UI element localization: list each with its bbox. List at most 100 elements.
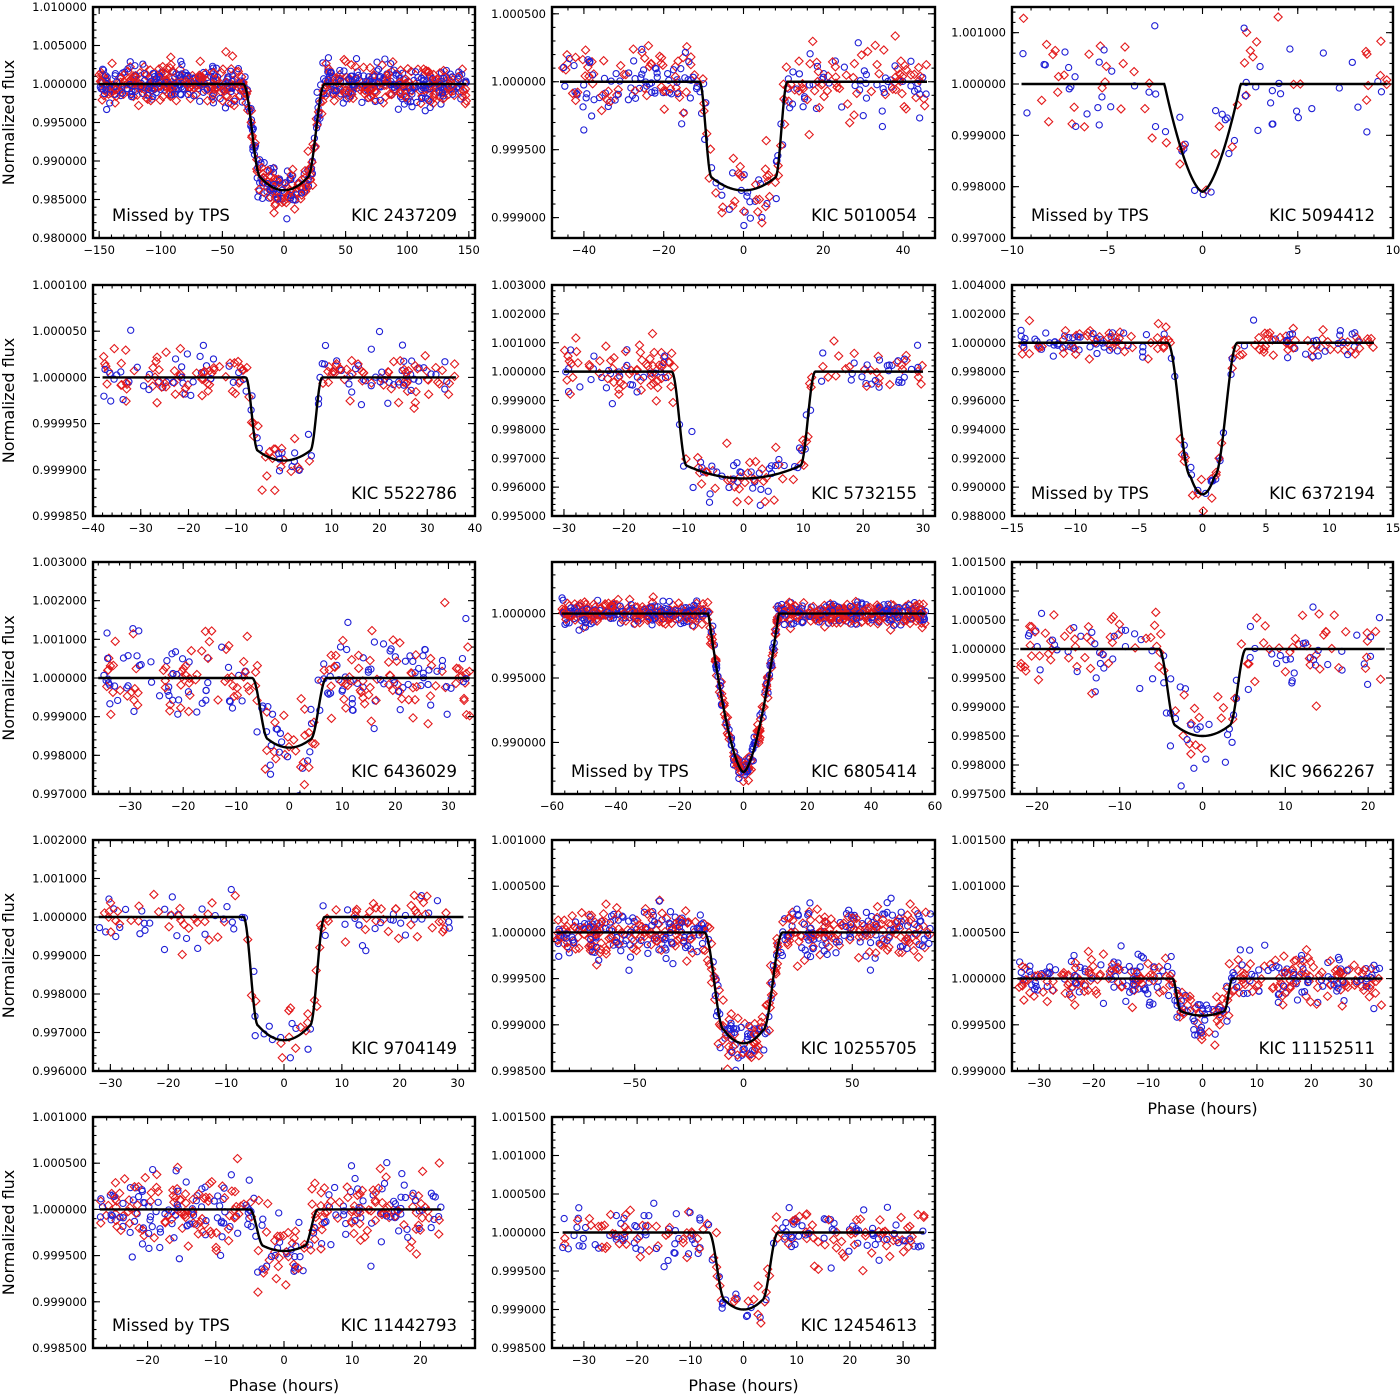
data-point-odd [1072, 661, 1082, 672]
data-point-even [174, 696, 183, 704]
data-point-even [633, 388, 641, 396]
data-point-even [201, 930, 209, 938]
data-point-odd [460, 90, 471, 101]
data-point-even [616, 602, 624, 610]
data-point-odd [646, 371, 657, 382]
data-point-odd [1048, 985, 1059, 996]
data-point-odd [896, 56, 906, 66]
data-point-odd [905, 899, 916, 909]
data-point-odd [1126, 966, 1137, 977]
data-point-odd [921, 59, 932, 70]
data-point-even [1308, 104, 1316, 113]
data-point-even [580, 919, 589, 928]
data-point-even [614, 90, 622, 99]
data-point-odd [257, 485, 267, 495]
data-points [559, 328, 928, 509]
data-point-even [810, 935, 818, 943]
data-point-odd [393, 933, 404, 944]
data-point-odd [1376, 36, 1386, 47]
data-point-odd [232, 82, 243, 93]
data-point-odd [417, 1213, 428, 1223]
data-point-odd [172, 1162, 183, 1173]
data-point-even [638, 70, 646, 78]
data-point-odd [584, 359, 595, 370]
data-point-even [638, 45, 646, 54]
data-point-odd [457, 90, 467, 101]
data-point-odd [346, 1218, 357, 1228]
data-point-odd [770, 442, 781, 453]
data-point-odd [402, 386, 413, 397]
data-point-even [1100, 46, 1108, 54]
data-point-odd [1048, 49, 1058, 60]
data-point-even [376, 96, 384, 105]
data-point-odd [461, 709, 472, 720]
data-point-even [1122, 997, 1130, 1006]
data-point-odd [765, 1002, 776, 1013]
data-point-odd [717, 202, 728, 213]
data-point-even [348, 388, 356, 396]
data-point-odd [721, 1029, 732, 1040]
data-point-odd [1158, 343, 1169, 353]
data-point-odd [1140, 103, 1150, 114]
data-point-odd [218, 64, 228, 75]
data-point-odd [371, 87, 382, 97]
data-point-odd [866, 86, 877, 97]
data-point-odd [212, 83, 222, 93]
data-point-even [1194, 1000, 1202, 1009]
data-point-odd [417, 1166, 428, 1177]
data-point-even [1162, 709, 1171, 717]
data-point-odd [303, 727, 314, 738]
data-point-even [100, 89, 109, 98]
data-point-even [1238, 961, 1246, 969]
data-point-odd [346, 1216, 357, 1227]
data-point-odd [589, 611, 599, 622]
data-point-odd [624, 594, 635, 605]
data-point-odd [1252, 981, 1263, 991]
data-point-odd [808, 601, 819, 612]
data-point-even [273, 725, 282, 734]
y-axis-title: Normalized flux [0, 893, 18, 1019]
data-point-even [107, 1216, 115, 1224]
data-point-odd [654, 616, 665, 627]
data-point-odd [430, 89, 441, 99]
data-point-odd [1376, 1000, 1387, 1010]
data-point-even [193, 708, 201, 716]
data-point-odd [278, 710, 289, 721]
data-point-odd [1066, 982, 1077, 993]
data-point-odd [303, 146, 314, 157]
data-point-even [150, 72, 159, 81]
data-point-even [417, 81, 426, 90]
data-point-even [1043, 982, 1051, 991]
data-point-odd [232, 690, 243, 701]
data-point-odd [381, 1172, 391, 1182]
data-point-odd [412, 931, 423, 942]
data-point-odd [209, 84, 219, 95]
data-point-odd [890, 31, 901, 41]
data-point-odd [238, 656, 249, 667]
data-point-odd [570, 52, 581, 63]
data-point-even [1309, 337, 1318, 345]
data-point-odd [1314, 664, 1325, 674]
x-tick-label: −10 [224, 799, 248, 813]
data-point-odd [410, 397, 421, 408]
data-point-odd [323, 377, 334, 388]
data-point-odd [605, 355, 616, 366]
data-point-even [651, 89, 659, 97]
data-point-odd [410, 360, 420, 371]
data-point-odd [1305, 957, 1316, 967]
data-point-even [852, 614, 861, 622]
data-point-odd [363, 92, 374, 103]
data-point-odd [434, 68, 445, 78]
data-point-odd [661, 86, 672, 97]
data-point-odd [1280, 988, 1291, 998]
data-point-odd [914, 75, 925, 86]
data-point-odd [810, 615, 821, 625]
x-tick-label: 10 [335, 799, 350, 813]
data-point-even [862, 79, 870, 87]
data-point-odd [283, 732, 293, 742]
data-point-odd [383, 926, 394, 937]
data-point-odd [357, 1185, 368, 1196]
data-point-odd [304, 762, 314, 773]
data-point-even [415, 664, 423, 673]
data-point-odd [1364, 983, 1375, 993]
